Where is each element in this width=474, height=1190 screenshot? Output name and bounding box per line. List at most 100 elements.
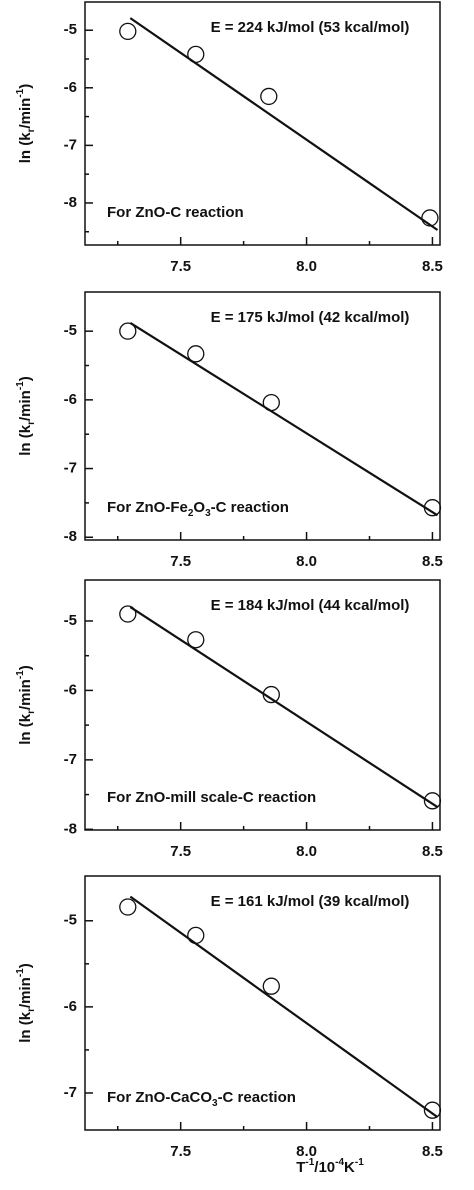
text-part: r [26, 1008, 37, 1012]
y-tick-label: -7 [64, 1084, 77, 1101]
y-axis-label: ln (kr/min-1) [15, 963, 37, 1043]
plot-frame [84, 875, 441, 1131]
data-point [262, 977, 280, 995]
text-part: ) [17, 84, 34, 89]
plot-frame [84, 291, 441, 541]
text-part: 3 [212, 1098, 218, 1109]
text-part: /min [17, 390, 34, 421]
fit-line [129, 895, 439, 1118]
x-axis-label: T-1/10-4K-1 [296, 1157, 364, 1176]
data-point [423, 1101, 442, 1119]
text-part: -C reaction [218, 1089, 296, 1106]
x-tick-label: 7.5 [170, 843, 191, 860]
x-tick-label: 7.5 [170, 553, 191, 570]
y-tick-label: -7 [64, 460, 77, 477]
reaction-label: For ZnO-C reaction [107, 204, 244, 221]
data-point [187, 631, 205, 649]
text-part: ) [17, 376, 34, 381]
y-tick-label: -5 [64, 612, 77, 629]
y-tick-label: -5 [64, 912, 77, 929]
x-tick-label: 8.5 [422, 258, 443, 275]
text-part: -1 [305, 1157, 314, 1168]
text-part: For ZnO-Fe [107, 499, 188, 516]
data-point [187, 45, 205, 64]
text-part: For ZnO-CaCO [107, 1089, 212, 1106]
y-tick-label: -6 [64, 681, 77, 698]
annotation: E = 184 kJ/mol (44 kcal/mol) [211, 597, 410, 614]
annotation: E = 224 kJ/mol (53 kcal/mol) [211, 19, 410, 36]
data-point [262, 685, 280, 704]
y-tick-label: -8 [64, 194, 77, 211]
text-part: ln (k [17, 1011, 34, 1042]
text-part: For ZnO-mill scale-C reaction [107, 789, 316, 806]
data-point [260, 87, 278, 106]
text-part: -C reaction [211, 499, 289, 516]
x-tick-label: 8.0 [296, 258, 317, 275]
data-point [119, 898, 137, 916]
x-tick-label: 8.5 [422, 843, 443, 860]
text-part: ln (k [17, 132, 34, 163]
data-point [187, 345, 205, 363]
x-tick-label: 8.5 [422, 553, 443, 570]
data-point [187, 926, 205, 945]
annotation: E = 175 kJ/mol (42 kcal/mol) [211, 309, 410, 326]
text-part: K [344, 1159, 355, 1176]
reaction-label: For ZnO-mill scale-C reaction [107, 789, 316, 806]
y-tick-label: -8 [64, 528, 77, 545]
text-part: -1 [15, 88, 26, 97]
text-part: ) [17, 963, 34, 968]
text-part: -1 [15, 670, 26, 679]
text-part: /min [17, 679, 34, 710]
plot-frame [84, 579, 441, 831]
x-tick-label: 8.0 [296, 553, 317, 570]
y-tick-label: -6 [64, 998, 77, 1015]
reaction-label: For ZnO-CaCO3-C reaction [107, 1089, 296, 1109]
data-point [119, 322, 137, 340]
fit-line [129, 321, 439, 517]
y-axis-label: ln (kr/min-1) [15, 376, 37, 456]
text-part: ) [17, 665, 34, 670]
x-tick-label: 8.0 [296, 1143, 317, 1160]
data-point [423, 499, 442, 517]
y-tick-label: -8 [64, 820, 77, 837]
y-axis-label: ln (kr/min-1) [15, 665, 37, 745]
text-part: ln (k [17, 713, 34, 744]
text-part: /min [17, 977, 34, 1008]
text-part: /10 [314, 1159, 335, 1176]
y-tick-label: -6 [64, 79, 77, 96]
data-point [262, 393, 280, 412]
data-point [119, 605, 137, 623]
text-part: T [296, 1159, 305, 1176]
y-tick-label: -5 [64, 21, 77, 38]
y-tick-label: -5 [64, 322, 77, 339]
text-part: -1 [15, 968, 26, 977]
fit-line [129, 606, 439, 809]
text-part: 3 [205, 508, 211, 519]
text-part: /min [17, 98, 34, 129]
plot-frame [84, 1, 441, 246]
annotation: E = 161 kJ/mol (39 kcal/mol) [211, 893, 410, 910]
text-part: -4 [335, 1157, 344, 1168]
x-tick-label: 8.0 [296, 843, 317, 860]
fit-line [129, 17, 439, 231]
y-tick-label: -6 [64, 391, 77, 408]
text-part: O [193, 499, 205, 516]
x-tick-label: 7.5 [170, 1143, 191, 1160]
data-point [423, 792, 442, 810]
text-part: r [26, 710, 37, 714]
y-tick-label: -7 [64, 751, 77, 768]
y-tick-label: -7 [64, 136, 77, 153]
data-point [119, 22, 137, 41]
data-point [421, 209, 439, 227]
text-part: -1 [15, 381, 26, 390]
reaction-label: For ZnO-Fe2O3-C reaction [107, 499, 289, 519]
text-part: ln (k [17, 424, 34, 455]
x-tick-label: 8.5 [422, 1143, 443, 1160]
text-part: r [26, 128, 37, 132]
x-tick-label: 7.5 [170, 258, 191, 275]
text-part: For ZnO-C reaction [107, 204, 244, 221]
text-part: -1 [355, 1157, 364, 1168]
text-part: r [26, 421, 37, 425]
y-axis-label: ln (kr/min-1) [15, 84, 37, 164]
